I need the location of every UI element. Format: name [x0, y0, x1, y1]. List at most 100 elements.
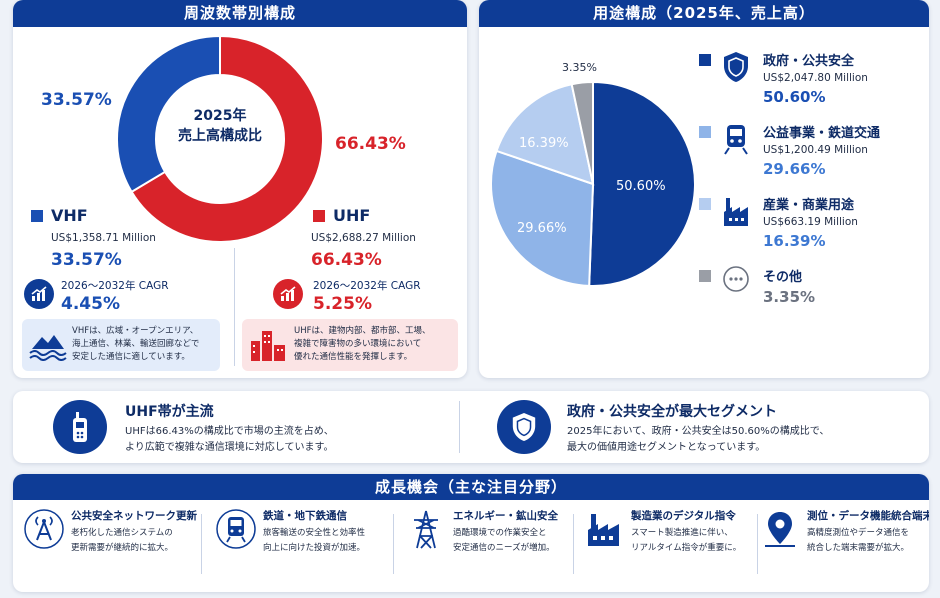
- segment-value: US$663.19 Million: [763, 216, 858, 228]
- opportunity-title: 測位・データ機能統合端末: [807, 510, 929, 522]
- opportunity-line: 統合した端末需要が拡大。: [807, 543, 910, 553]
- segment-pct: 3.35%: [763, 288, 816, 306]
- highlight-line: より広範で複雑な通信環境に対応しています。: [125, 442, 334, 453]
- uhf-cagr-label: 2026～2032年 CAGR: [313, 280, 421, 292]
- application-pie-chart: [490, 80, 696, 287]
- donut-center-year: 2025年: [193, 108, 247, 124]
- government-swatch: [699, 54, 711, 66]
- donut-center-label: 売上高構成比: [178, 128, 262, 144]
- opportunity-title: 製造業のデジタル指令: [631, 510, 736, 522]
- factory-icon: [588, 514, 619, 546]
- vhf-value: US$1,358.71 Million: [51, 232, 156, 244]
- opportunity-item: 測位・データ機能統合端末 高精度測位やデータ通信を 統合した端末需要が拡大。: [755, 504, 929, 580]
- opportunity-desc: 旅客輸送の安全性と効率性 向上に向けた投資が加速。: [263, 526, 365, 556]
- vhf-name: VHF: [51, 206, 88, 225]
- uhf-name: UHF: [333, 206, 371, 225]
- donut-slice-uhf: [130, 34, 324, 243]
- growth-chart-icon: [273, 279, 303, 309]
- vhf-note-line1: VHFは、広域・オープンエリア、: [72, 326, 199, 336]
- pie-label-utilities: 29.66%: [517, 221, 567, 236]
- growth-panel: 成長機会（主な注目分野） 公共安全ネットワーク更新 老朽化した通信システムの 更…: [13, 474, 929, 592]
- opportunity-line: 老朽化した通信システムの: [71, 528, 173, 538]
- industrial-swatch: [699, 198, 711, 210]
- frequency-donut-chart: [116, 34, 324, 243]
- antenna-icon: [24, 509, 64, 549]
- segment-name: 公益事業・鉄道交通: [763, 126, 881, 141]
- pie-slice-utilities: [490, 149, 595, 287]
- pie-slice-industrial: [495, 83, 595, 186]
- segment-other: その他 3.35%: [699, 264, 919, 316]
- vhf-note-line3: 安定した通信に適しています。: [72, 352, 190, 362]
- application-title: 用途構成（2025年、売上高）: [479, 0, 929, 27]
- pie-label-other: 3.35%: [562, 61, 597, 74]
- opportunity-line: 安定通信のニーズが増加。: [453, 543, 555, 553]
- opportunity-title: エネルギー・鉱山安全: [453, 510, 558, 522]
- uhf-note-line2: 複雑で障害物の多い環境において: [294, 339, 422, 349]
- shield-icon: [724, 52, 748, 82]
- opportunity-item: 公共安全ネットワーク更新 老朽化した通信システムの 更新需要が継続的に拡大。: [19, 504, 199, 580]
- vhf-pct: 33.57%: [51, 250, 122, 270]
- opportunity-divider: [573, 514, 574, 574]
- uhf-note-line1: UHFは、建物内部、都市部、工場、: [294, 326, 431, 336]
- opportunity-line: 向上に向けた投資が加速。: [263, 543, 366, 553]
- vhf-cagr-value: 4.45%: [61, 294, 120, 314]
- uhf-pct: 66.43%: [311, 250, 382, 270]
- pie-label-government: 50.60%: [616, 179, 666, 194]
- donut-slice-vhf: [116, 34, 221, 194]
- vhf-note: VHFは、広域・オープンエリア、 海上通信、林業、輸送回廊などで 安定した通信に…: [22, 319, 220, 371]
- segment-name: 産業・商業用途: [763, 198, 855, 213]
- segment-name: 政府・公共安全: [763, 54, 855, 69]
- highlight-line: UHFは66.43%の構成比で市場の主流を占め、: [125, 426, 334, 437]
- highlights-panel: UHF帯が主流 UHFは66.43%の構成比で市場の主流を占め、 より広範で複雑…: [13, 391, 929, 463]
- donut-uhf-pct: 66.43%: [335, 134, 406, 154]
- uhf-note-line3: 優れた通信性能を発揮します。: [294, 352, 413, 362]
- wave-icon: [29, 335, 67, 361]
- opportunity-line: リアルタイム指令が重要に。: [631, 543, 742, 553]
- train-icon: [724, 125, 748, 155]
- opportunity-line: 更新需要が継続的に拡大。: [71, 543, 174, 553]
- highlight-line: 2025年において、政府・公共安全は50.60%の構成比で、: [567, 426, 830, 437]
- highlight-line: 最大の価値用途セグメントとなっています。: [567, 442, 766, 453]
- segment-government: 政府・公共安全 US$2,047.80 Million 50.60%: [699, 48, 919, 112]
- segment-name: その他: [763, 270, 803, 285]
- opportunity-desc: スマート製造推進に伴い、 リアルタイム指令が重要に。: [631, 526, 741, 556]
- highlight-divider: [459, 401, 460, 453]
- segment-utilities: 公益事業・鉄道交通 US$1,200.49 Million 29.66%: [699, 120, 919, 184]
- pie-slice-other: [570, 80, 594, 185]
- power-tower-icon: [414, 510, 438, 549]
- opportunity-item: エネルギー・鉱山安全 過酷環境での作業安全と 安定通信のニーズが増加。: [401, 504, 581, 580]
- radio-icon: [53, 400, 107, 454]
- segment-value: US$1,200.49 Million: [763, 144, 868, 156]
- uhf-legend-swatch: [313, 210, 325, 222]
- highlight-title: UHF帯が主流: [125, 404, 214, 420]
- opportunity-desc: 高精度測位やデータ通信を 統合した端末需要が拡大。: [807, 526, 909, 556]
- shield-icon: [497, 400, 551, 454]
- uhf-note: UHFは、建物内部、都市部、工場、 複雑で障害物の多い環境において 優れた通信性…: [242, 319, 458, 371]
- opportunity-desc: 過酷環境での作業安全と 安定通信のニーズが増加。: [453, 526, 555, 556]
- vhf-cagr-label: 2026～2032年 CAGR: [61, 280, 169, 292]
- location-pin-icon: [765, 512, 795, 547]
- city-buildings-icon: [251, 331, 285, 361]
- segment-pct: 16.39%: [763, 232, 826, 250]
- opportunity-line: 過酷環境での作業安全と: [453, 528, 547, 538]
- utilities-swatch: [699, 126, 711, 138]
- opportunity-divider: [393, 514, 394, 574]
- segment-pct: 29.66%: [763, 160, 826, 178]
- frequency-band-title: 周波数帯別構成: [13, 0, 467, 27]
- uhf-value: US$2,688.27 Million: [311, 232, 416, 244]
- opportunity-desc: 老朽化した通信システムの 更新需要が継続的に拡大。: [71, 526, 173, 556]
- more-icon: [723, 266, 749, 292]
- donut-vhf-pct: 33.57%: [41, 90, 112, 110]
- highlight-title: 政府・公共安全が最大セグメント: [567, 404, 777, 420]
- opportunity-title: 公共安全ネットワーク更新: [71, 510, 197, 522]
- train-icon: [216, 509, 256, 549]
- vhf-uhf-divider: [234, 248, 235, 366]
- other-swatch: [699, 270, 711, 282]
- opportunity-item: 製造業のデジタル指令 スマート製造推進に伴い、 リアルタイム指令が重要に。: [579, 504, 759, 580]
- growth-title: 成長機会（主な注目分野）: [13, 474, 929, 500]
- growth-chart-icon: [24, 279, 54, 309]
- opportunity-divider: [757, 514, 758, 574]
- opportunity-item: 鉄道・地下鉄通信 旅客輸送の安全性と効率性 向上に向けた投資が加速。: [211, 504, 391, 580]
- factory-icon: [724, 198, 748, 226]
- opportunity-line: 旅客輸送の安全性と効率性: [263, 528, 366, 538]
